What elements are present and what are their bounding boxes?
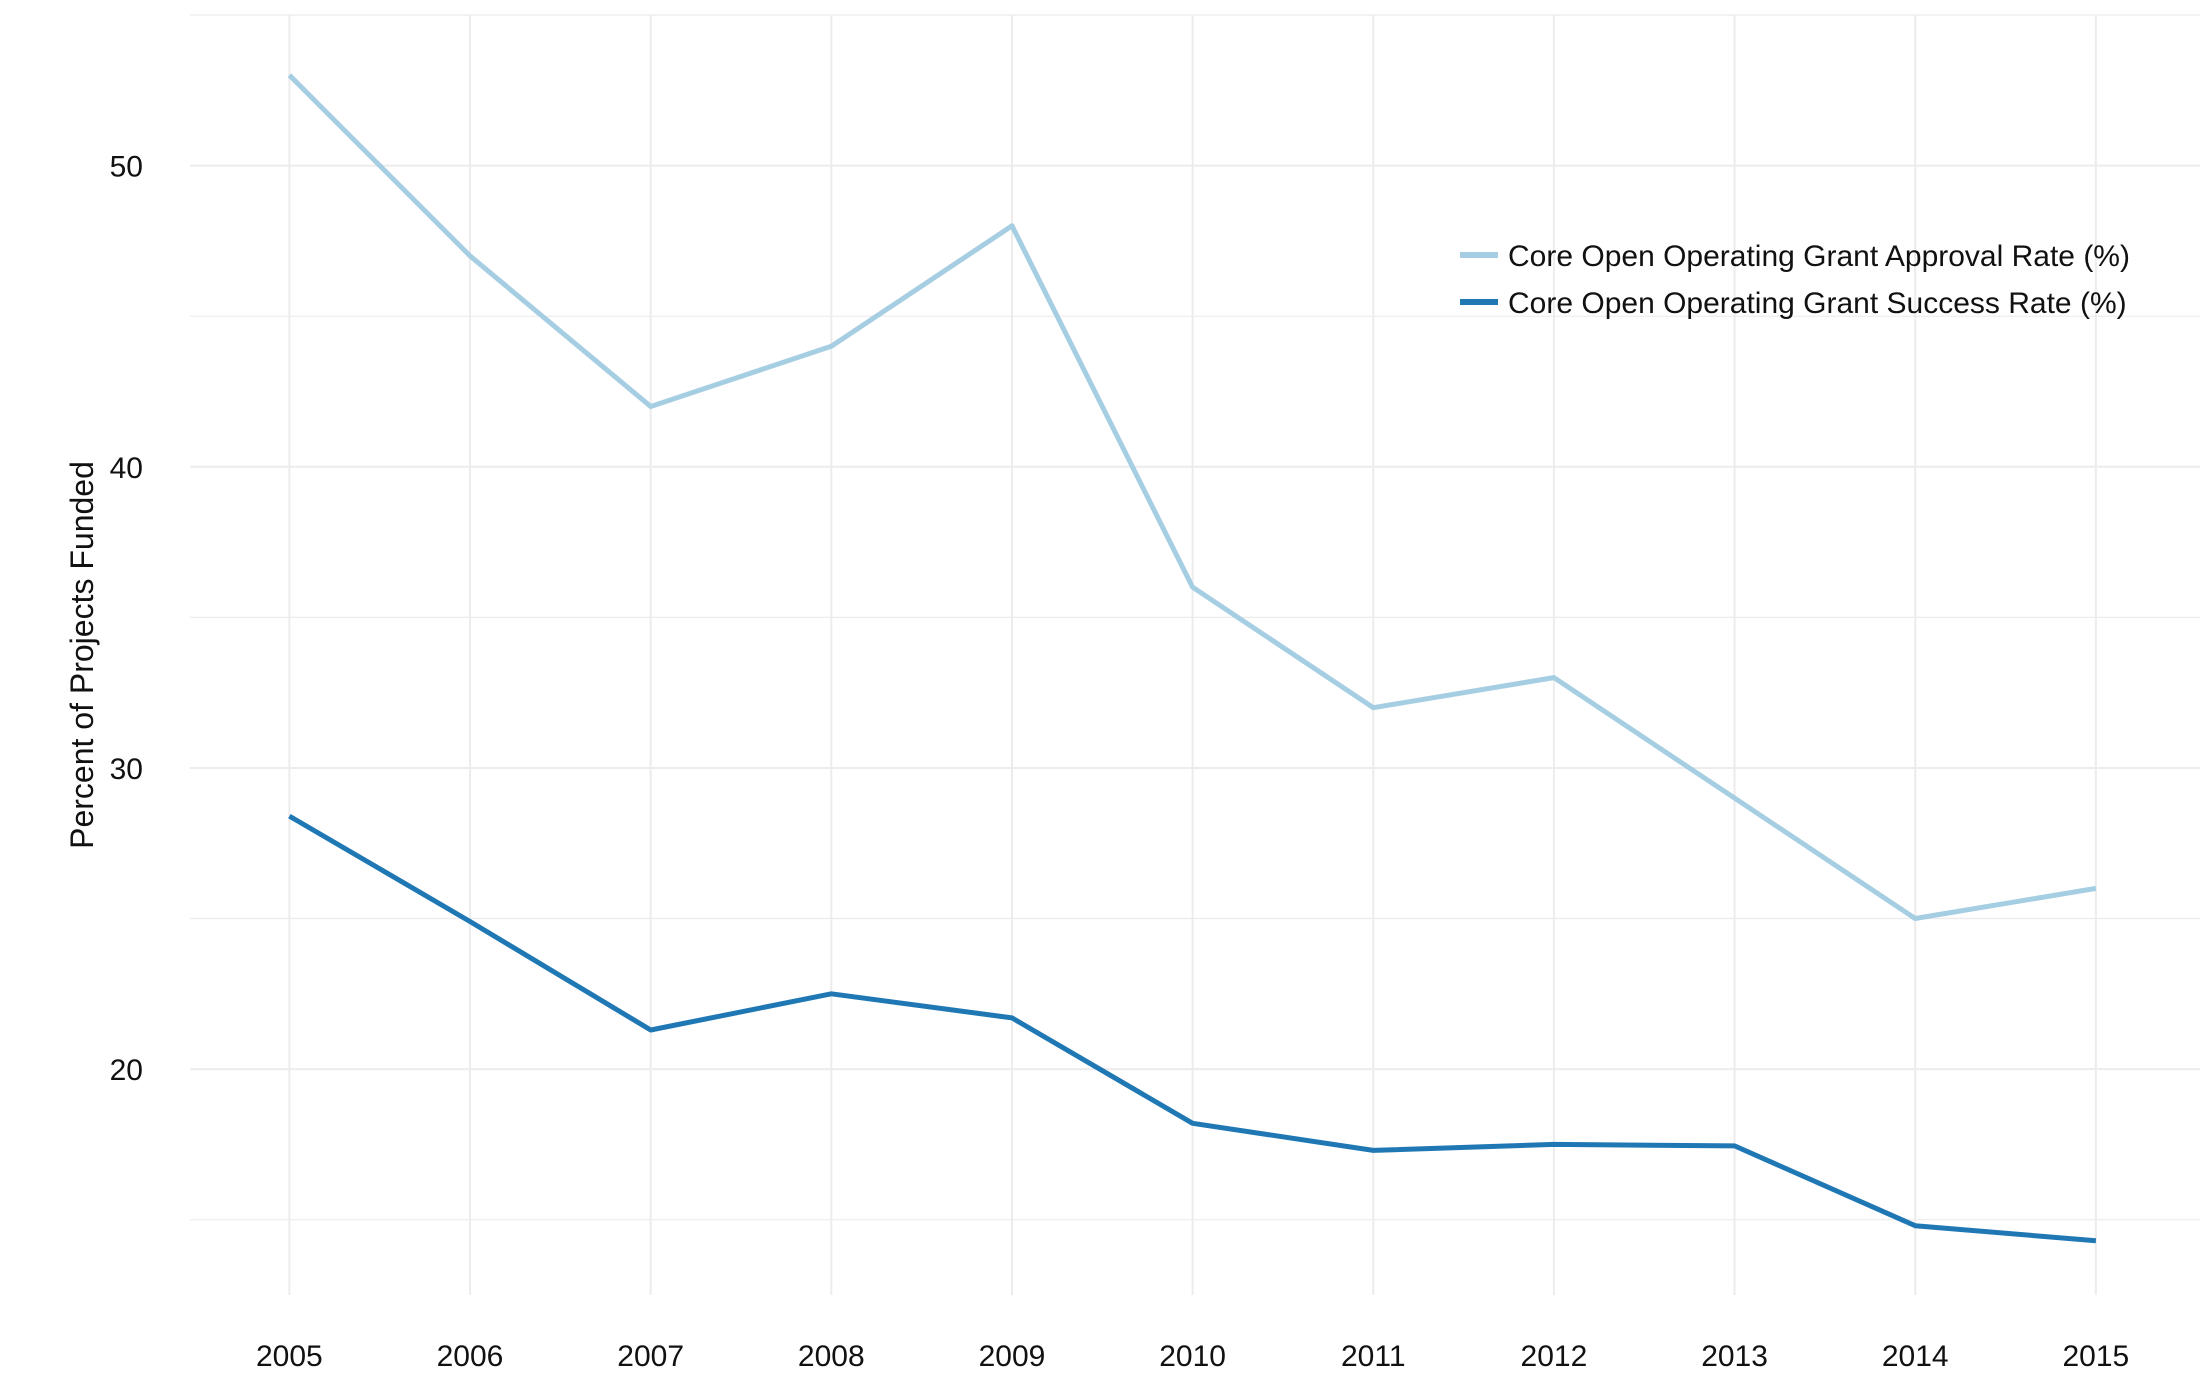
y-axis-title: Percent of Projects Funded [64,461,100,849]
series-line-approval-rate [287,73,2097,921]
x-tick-label-2013: 2013 [1701,1340,1768,1373]
legend-label-0: Core Open Operating Grant Approval Rate … [1508,240,2130,273]
grid-minor-lines [190,14,2200,1221]
x-tick-label-2015: 2015 [2062,1340,2129,1373]
x-tick-label-2009: 2009 [979,1340,1046,1373]
grid-major-lines [190,15,2200,1295]
x-tick-label-2014: 2014 [1882,1340,1949,1373]
legend-label-1: Core Open Operating Grant Success Rate (… [1508,287,2127,320]
x-axis-ticks: 2005 2006 2007 2008 2009 2010 2011 2012 2013 2014… [256,1340,2129,1373]
y-axis-ticks: 20 30 40 50 [110,151,143,1088]
series-layer [287,73,2097,1244]
y-tick-label-20: 20 [110,1054,143,1087]
x-tick-label-2012: 2012 [1521,1340,1588,1373]
x-tick-label-2006: 2006 [437,1340,504,1373]
legend: Core Open Operating Grant Approval Rate … [1460,240,2130,320]
x-tick-label-2008: 2008 [798,1340,865,1373]
x-tick-label-2005: 2005 [256,1340,323,1373]
y-tick-label-30: 30 [110,753,143,786]
y-tick-label-40: 40 [110,452,143,485]
x-tick-label-2011: 2011 [1341,1340,1406,1373]
x-tick-label-2010: 2010 [1159,1340,1226,1373]
y-tick-label-50: 50 [110,151,143,184]
series-line-success-rate [288,813,2097,1244]
x-tick-label-2007: 2007 [617,1340,684,1373]
